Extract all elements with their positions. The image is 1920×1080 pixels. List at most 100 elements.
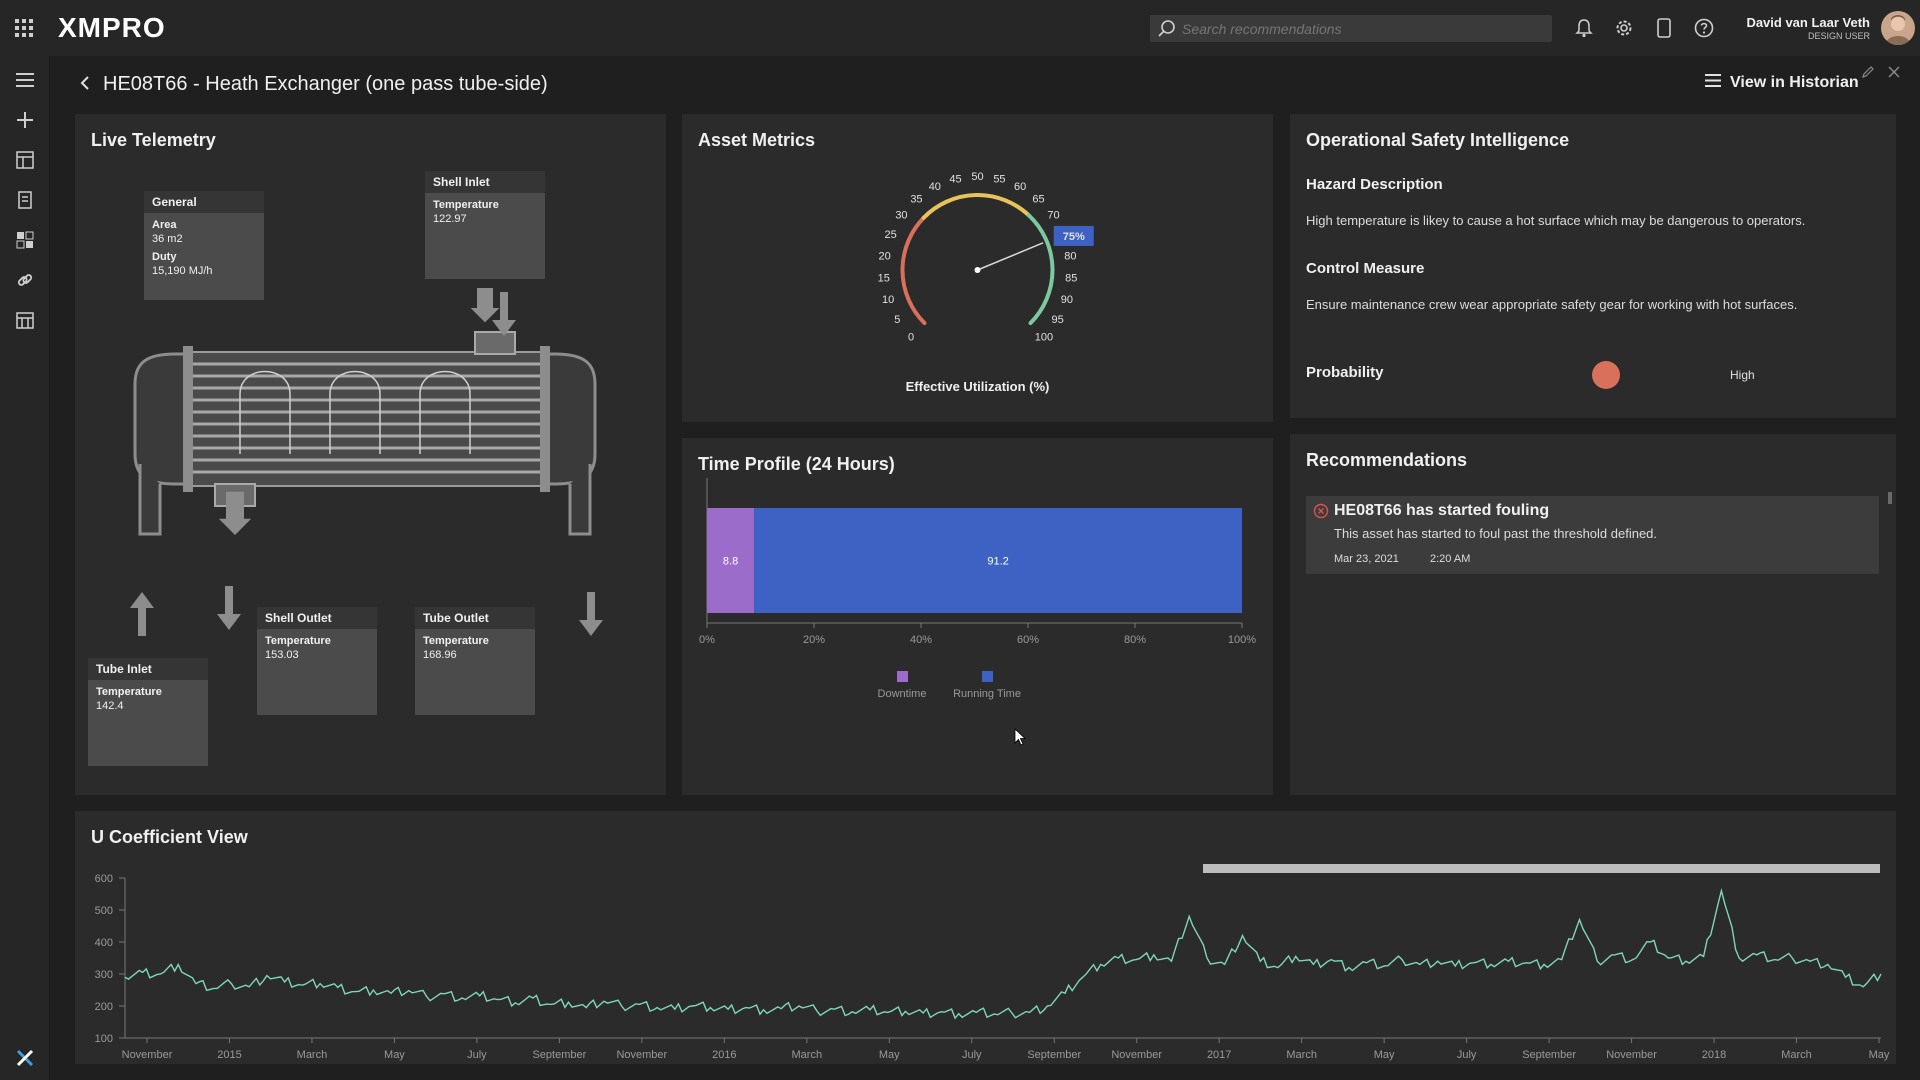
close-icon[interactable] bbox=[1886, 64, 1902, 80]
gauge-tick-label: 55 bbox=[993, 174, 1005, 186]
widgets-icon[interactable] bbox=[12, 228, 38, 252]
safety-title: Operational Safety Intelligence bbox=[1306, 130, 1570, 150]
u-coefficient-title: U Coefficient View bbox=[91, 827, 248, 847]
legend-swatch bbox=[982, 671, 993, 682]
x-tick-label: November bbox=[616, 1049, 667, 1061]
area-label: Area bbox=[152, 219, 177, 231]
gauge-tick-label: 0 bbox=[908, 331, 914, 343]
view-historian-button[interactable]: View in Historian bbox=[1705, 74, 1859, 92]
search-box[interactable] bbox=[1150, 15, 1552, 42]
gauge-tick-label: 40 bbox=[929, 181, 941, 193]
gauge-tick-label: 100 bbox=[1035, 331, 1053, 343]
x-tick-label: July bbox=[1457, 1049, 1477, 1061]
brand-logo[interactable]: XMPRO bbox=[58, 12, 166, 43]
x-tick-label: 2015 bbox=[217, 1049, 241, 1061]
asset-metrics-panel: Asset Metrics 0 5 10 15 20 25 30 35 40 45 50 55 60 65… bbox=[682, 114, 1273, 422]
duty-label: Duty bbox=[152, 251, 177, 263]
menu-icon[interactable] bbox=[12, 68, 38, 92]
gauge-tick-label: 25 bbox=[885, 229, 897, 241]
view-historian-label: View in Historian bbox=[1730, 74, 1859, 91]
user-name[interactable]: David van Laar Veth bbox=[1746, 15, 1870, 30]
x-tick-label: November bbox=[1111, 1049, 1162, 1061]
tube-inlet-header: Tube Inlet bbox=[88, 658, 208, 680]
recommendations-scrollbar[interactable] bbox=[1888, 492, 1892, 504]
gauge-arc-segment bbox=[900, 215, 927, 326]
asset-metrics-title: Asset Metrics bbox=[698, 130, 816, 150]
probability-indicator bbox=[1592, 361, 1620, 389]
x-tick-label: September bbox=[532, 1049, 586, 1061]
page-title: HE08T66 - Heath Exchanger (one pass tube… bbox=[103, 73, 548, 95]
shell-inlet-label: Temperature bbox=[433, 199, 499, 211]
y-tick-label: 200 bbox=[95, 1001, 113, 1013]
gauge-tick-label: 15 bbox=[878, 272, 890, 284]
x-tick-label: May bbox=[384, 1049, 405, 1061]
x-tick-label: July bbox=[962, 1049, 982, 1061]
gauge-tick-label: 35 bbox=[910, 194, 922, 206]
mouse-cursor-icon bbox=[1014, 728, 1026, 746]
apps-grid-icon[interactable] bbox=[12, 16, 36, 40]
back-chevron-icon[interactable] bbox=[76, 74, 94, 92]
gauge-tick-label: 30 bbox=[895, 210, 907, 222]
gauge-tick-label: 50 bbox=[971, 171, 983, 183]
link-icon[interactable] bbox=[12, 268, 38, 292]
live-telemetry-title: Live Telemetry bbox=[91, 130, 216, 150]
shell-outlet-box: Shell Outlet Temperature 153.03 bbox=[257, 607, 377, 715]
add-icon[interactable] bbox=[12, 108, 38, 132]
recommendations-panel: Recommendations HE08T66 has started foul… bbox=[1290, 434, 1896, 795]
bell-icon[interactable] bbox=[1572, 16, 1596, 40]
document-icon[interactable] bbox=[12, 188, 38, 212]
avatar[interactable] bbox=[1881, 11, 1915, 45]
recommendations-title: Recommendations bbox=[1306, 450, 1468, 470]
gear-icon[interactable] bbox=[1612, 16, 1636, 40]
bar-running-time bbox=[754, 508, 1242, 613]
gauge-tick-label: 65 bbox=[1032, 194, 1044, 206]
shell-outlet-value: 153.03 bbox=[265, 649, 299, 661]
recommendation-card[interactable]: HE08T66 has started fouling This asset h… bbox=[1306, 496, 1879, 574]
tube-outlet-header: Tube Outlet bbox=[415, 607, 535, 629]
recommendation-desc: This asset has started to foul past the … bbox=[1334, 526, 1658, 541]
y-tick-label: 300 bbox=[95, 969, 113, 981]
live-telemetry-panel: Live Telemetry bbox=[75, 114, 666, 795]
area-value: 36 m2 bbox=[152, 233, 183, 245]
edit-icon[interactable] bbox=[1860, 64, 1876, 80]
x-tick-label: 0% bbox=[699, 634, 715, 646]
search-input[interactable] bbox=[1182, 18, 1542, 39]
legend-label: Downtime bbox=[878, 688, 927, 700]
x-tick-label: May bbox=[1374, 1049, 1395, 1061]
gauge-tick-label: 10 bbox=[882, 294, 894, 306]
legend-label: Running Time bbox=[953, 688, 1021, 700]
x-tick-label: 80% bbox=[1124, 634, 1146, 646]
duty-value: 15,190 MJ/h bbox=[152, 265, 213, 277]
x-tick-label: May bbox=[1869, 1049, 1890, 1061]
dashboard-icon[interactable] bbox=[12, 148, 38, 172]
gauge-tick-label: 95 bbox=[1052, 314, 1064, 326]
recommendation-time: 2:20 AM bbox=[1430, 553, 1471, 565]
tube-outlet-label: Temperature bbox=[423, 635, 489, 647]
hazard-text: High temperature is likey to cause a hot… bbox=[1306, 213, 1806, 228]
app-logo-icon[interactable] bbox=[12, 1046, 38, 1070]
gauge-label: Effective Utilization (%) bbox=[905, 379, 1050, 394]
x-tick-label: November bbox=[1606, 1049, 1657, 1061]
calendar-icon[interactable] bbox=[12, 308, 38, 332]
time-profile-panel: Time Profile (24 Hours) 8.8 91.2 0% 20% 40% 6… bbox=[682, 438, 1273, 795]
gauge-value-text: 75% bbox=[1063, 231, 1085, 243]
x-tick-label: March bbox=[792, 1049, 823, 1061]
help-icon[interactable] bbox=[1692, 16, 1716, 40]
gauge-tick-label: 60 bbox=[1014, 181, 1026, 193]
tablet-icon[interactable] bbox=[1652, 16, 1676, 40]
x-tick-label: 20% bbox=[803, 634, 825, 646]
range-selector-bar[interactable] bbox=[1203, 864, 1880, 873]
tube-inlet-box: Tube Inlet Temperature 142.4 bbox=[88, 658, 208, 766]
probability-value: High bbox=[1730, 368, 1755, 382]
x-tick-label: March bbox=[1781, 1049, 1812, 1061]
shell-inlet-header: Shell Inlet bbox=[425, 171, 545, 193]
y-tick-label: 100 bbox=[95, 1033, 113, 1045]
shell-outlet-arrow-icon bbox=[217, 586, 241, 630]
recommendation-date: Mar 23, 2021 bbox=[1334, 553, 1399, 565]
bar-downtime bbox=[707, 508, 755, 613]
bar-data-label: 91.2 bbox=[987, 556, 1008, 568]
search-icon bbox=[1158, 20, 1176, 43]
u-coefficient-chart: 100 200 300 400 500 600 November 2015 March May Ju… bbox=[95, 873, 1890, 1061]
tube-inlet-arrow-icon bbox=[130, 592, 154, 636]
gauge-value-badge bbox=[1053, 225, 1094, 246]
